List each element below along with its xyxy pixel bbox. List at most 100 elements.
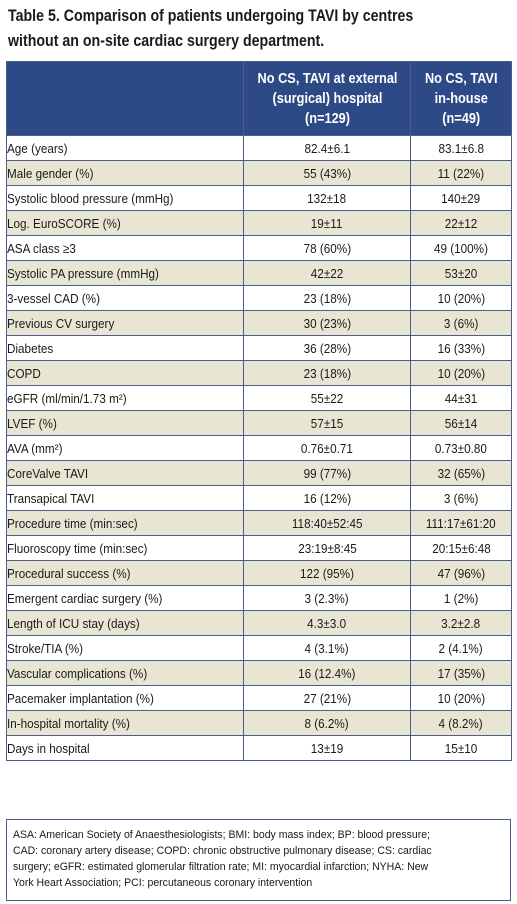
row-label-cell: ASA class ≥3	[6, 235, 244, 261]
inhouse-value: 140±29	[441, 190, 481, 206]
row-label: Log. EuroSCORE (%)	[7, 215, 121, 231]
inhouse-value: 20:15±6:48	[431, 540, 491, 556]
external-hospital-value: 19±11	[311, 215, 343, 231]
table-row: In-hospital mortality (%) 8 (6.2%) 4 (8.2%…	[6, 710, 512, 736]
row-label-cell: AVA (mm²)	[6, 435, 244, 461]
inhouse-value: 32 (65%)	[437, 465, 485, 481]
inhouse-value: 3 (6%)	[443, 315, 479, 331]
row-label-cell: Procedural success (%)	[6, 560, 244, 586]
header-inhouse-line-1: No CS, TAVI	[424, 70, 498, 87]
inhouse-value-cell: 49 (100%)	[410, 235, 512, 261]
table-title-line-1: Table 5. Comparison of patients undergoi…	[8, 7, 414, 25]
inhouse-value-cell: 111:17±61:20	[410, 510, 512, 536]
row-label: Vascular complications (%)	[7, 665, 148, 681]
table-row: eGFR (ml/min/1.73 m²) 55±22 44±31	[6, 385, 512, 411]
table-row: Diabetes 36 (28%) 16 (33%)	[6, 335, 512, 361]
inhouse-value-cell: 56±14	[410, 410, 512, 436]
external-hospital-value-cell: 23:19±8:45	[243, 535, 411, 561]
table-row: Vascular complications (%) 16 (12.4%) 17 (…	[6, 660, 512, 686]
inhouse-value-cell: 2 (4.1%)	[410, 635, 512, 661]
row-label-cell: Stroke/TIA (%)	[6, 635, 244, 661]
external-hospital-value: 8 (6.2%)	[304, 715, 350, 731]
row-label: Transapical TAVI	[7, 490, 95, 506]
table-row: Pacemaker implantation (%) 27 (21%) 10 (20…	[6, 685, 512, 711]
inhouse-value: 22±12	[444, 215, 478, 231]
inhouse-value: 11 (22%)	[437, 165, 485, 181]
inhouse-value: 3 (6%)	[443, 490, 479, 506]
external-hospital-value-cell: 23 (18%)	[243, 360, 411, 386]
external-hospital-value-cell: 3 (2.3%)	[243, 585, 411, 611]
row-label: Length of ICU stay (days)	[7, 615, 140, 631]
table-row: Age (years) 82.4±6.1 83.1±6.8	[6, 135, 512, 161]
row-label: Days in hospital	[7, 740, 90, 756]
external-hospital-value-cell: 23 (18%)	[243, 285, 411, 311]
external-hospital-value-cell: 132±18	[243, 185, 411, 211]
table-row: Transapical TAVI 16 (12%) 3 (6%)	[6, 485, 512, 511]
row-label: ASA class ≥3	[7, 240, 76, 256]
header-inhouse-line-3: (n=49)	[442, 110, 480, 127]
row-label-cell: Male gender (%)	[6, 160, 244, 186]
external-hospital-value-cell: 122 (95%)	[243, 560, 411, 586]
external-hospital-value: 30 (23%)	[303, 315, 351, 331]
external-hospital-value: 132±18	[307, 190, 347, 206]
table-row: AVA (mm²) 0.76±0.71 0.73±0.80	[6, 435, 512, 461]
table-row: 3-vessel CAD (%) 23 (18%) 10 (20%)	[6, 285, 512, 311]
row-label-cell: Length of ICU stay (days)	[6, 610, 244, 636]
inhouse-value-cell: 4 (8.2%)	[410, 710, 512, 736]
external-hospital-value-cell: 57±15	[243, 410, 411, 436]
external-hospital-value-cell: 36 (28%)	[243, 335, 411, 361]
inhouse-value: 1 (2%)	[443, 590, 479, 606]
table-row: COPD 23 (18%) 10 (20%)	[6, 360, 512, 386]
header-cell-empty	[6, 61, 244, 136]
external-hospital-value: 16 (12.4%)	[298, 665, 356, 681]
header-cell-external: No CS, TAVI at external (surgical) hospi…	[243, 61, 411, 136]
row-label: Fluoroscopy time (min:sec)	[7, 540, 148, 556]
external-hospital-value: 3 (2.3%)	[304, 590, 350, 606]
header-external-line-2: (surgical) hospital	[272, 90, 382, 107]
inhouse-value: 15±10	[444, 740, 478, 756]
row-label-cell: Systolic PA pressure (mmHg)	[6, 260, 244, 286]
inhouse-value: 10 (20%)	[437, 365, 485, 381]
inhouse-value-cell: 11 (22%)	[410, 160, 512, 186]
external-hospital-value-cell: 82.4±6.1	[243, 135, 411, 161]
inhouse-value-cell: 53±20	[410, 260, 512, 286]
table-row: Procedural success (%) 122 (95%) 47 (96%)	[6, 560, 512, 586]
external-hospital-value: 78 (60%)	[303, 240, 351, 256]
external-hospital-value: 55 (43%)	[303, 165, 351, 181]
row-label-cell: COPD	[6, 360, 244, 386]
row-label: Stroke/TIA (%)	[7, 640, 84, 656]
inhouse-value-cell: 140±29	[410, 185, 512, 211]
external-hospital-value: 23 (18%)	[303, 365, 351, 381]
row-label-cell: eGFR (ml/min/1.73 m²)	[6, 385, 244, 411]
table-row: Days in hospital 13±19 15±10	[6, 735, 512, 761]
external-hospital-value-cell: 99 (77%)	[243, 460, 411, 486]
inhouse-value: 4 (8.2%)	[438, 715, 484, 731]
external-hospital-value-cell: 55±22	[243, 385, 411, 411]
external-hospital-value: 36 (28%)	[303, 340, 351, 356]
external-hospital-value: 16 (12%)	[303, 490, 351, 506]
row-label-cell: LVEF (%)	[6, 410, 244, 436]
table-row: Systolic PA pressure (mmHg) 42±22 53±20	[6, 260, 512, 286]
table-row: Previous CV surgery 30 (23%) 3 (6%)	[6, 310, 512, 336]
header-external-line-1: No CS, TAVI at external	[257, 70, 397, 87]
inhouse-value: 17 (35%)	[437, 665, 485, 681]
inhouse-value-cell: 10 (20%)	[410, 360, 512, 386]
inhouse-value: 2 (4.1%)	[438, 640, 484, 656]
inhouse-value: 83.1±6.8	[438, 140, 484, 156]
table-row: Length of ICU stay (days) 4.3±3.0 3.2±2.8	[6, 610, 512, 636]
table-row: Procedure time (min:sec) 118:40±52:45 111:…	[6, 510, 512, 536]
inhouse-value: 3.2±2.8	[441, 615, 481, 631]
row-label: CoreValve TAVI	[7, 465, 89, 481]
row-label: Pacemaker implantation (%)	[7, 690, 154, 706]
inhouse-value: 0.73±0.80	[435, 440, 487, 456]
inhouse-value: 56±14	[444, 415, 478, 431]
external-hospital-value: 4 (3.1%)	[304, 640, 350, 656]
external-hospital-value: 82.4±6.1	[304, 140, 350, 156]
external-hospital-value-cell: 4.3±3.0	[243, 610, 411, 636]
external-hospital-value-cell: 8 (6.2%)	[243, 710, 411, 736]
inhouse-value: 47 (96%)	[437, 565, 485, 581]
row-label: Emergent cardiac surgery (%)	[7, 590, 163, 606]
table-row: Stroke/TIA (%) 4 (3.1%) 2 (4.1%)	[6, 635, 512, 661]
external-hospital-value: 55±22	[310, 390, 344, 406]
